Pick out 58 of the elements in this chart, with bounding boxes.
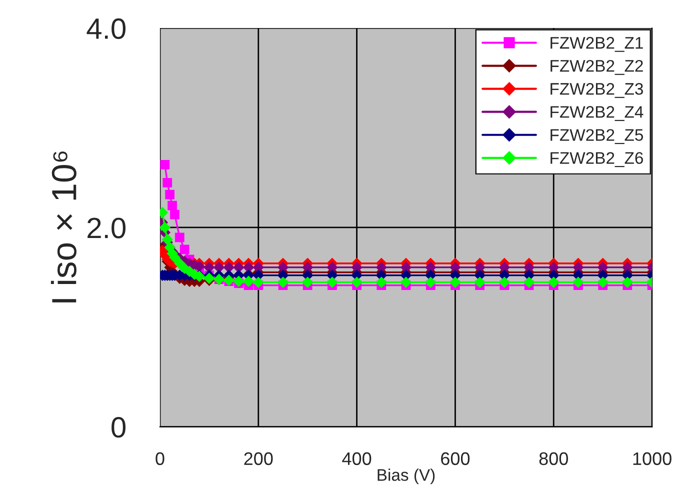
point	[450, 276, 461, 288]
legend-label: FZW2B2_Z6	[550, 152, 643, 168]
y-tick-label: 4.0	[86, 18, 126, 40]
point	[622, 276, 633, 288]
legend-label: FZW2B2_Z5	[550, 129, 644, 144]
point	[524, 262, 534, 273]
point	[168, 200, 177, 210]
legend-label: FZW2B2_Z1	[550, 36, 643, 52]
point	[252, 276, 264, 288]
point	[233, 276, 244, 287]
point	[278, 276, 288, 288]
point	[223, 262, 234, 273]
point	[474, 276, 486, 288]
legend-label: FZW2B2_Z2	[550, 60, 643, 75]
point	[524, 276, 534, 288]
x-axis-title: Bias (V)	[378, 468, 435, 484]
x-tick-label: 800	[539, 452, 568, 466]
legend-label: FZW2B2_Z4	[550, 106, 644, 121]
point	[302, 262, 314, 273]
point	[160, 160, 170, 170]
point	[548, 276, 560, 288]
point	[376, 262, 387, 273]
y-tick-label: 2.0	[88, 218, 126, 238]
point	[162, 234, 173, 245]
point	[214, 262, 224, 273]
point	[160, 222, 170, 233]
point	[597, 262, 608, 273]
point	[170, 210, 180, 220]
y-tick-label: 0	[112, 417, 126, 438]
point	[174, 232, 184, 242]
x-tick-label: 1000	[633, 452, 672, 466]
y-axis-title: I iso × 10⁶	[50, 151, 76, 302]
x-tick-label: 200	[244, 452, 273, 466]
point	[302, 276, 314, 288]
point	[162, 178, 172, 188]
point	[622, 262, 633, 273]
point	[165, 190, 175, 200]
point	[597, 276, 608, 288]
point	[376, 276, 387, 288]
point	[351, 276, 362, 288]
point	[243, 262, 254, 273]
point	[425, 276, 436, 288]
point	[400, 262, 412, 273]
point	[278, 262, 288, 273]
legend-label: FZW2B2_Z3	[550, 83, 643, 98]
point	[498, 276, 510, 288]
point	[326, 276, 338, 288]
point	[252, 262, 264, 273]
point	[548, 262, 560, 273]
point	[498, 262, 510, 273]
point	[400, 276, 412, 288]
x-tick-label: 600	[441, 452, 470, 466]
x-tick-label: 400	[342, 452, 372, 466]
point	[180, 244, 190, 254]
point	[243, 276, 254, 287]
point	[572, 276, 584, 288]
point	[425, 262, 436, 273]
x-tick-label: 0	[156, 452, 164, 466]
